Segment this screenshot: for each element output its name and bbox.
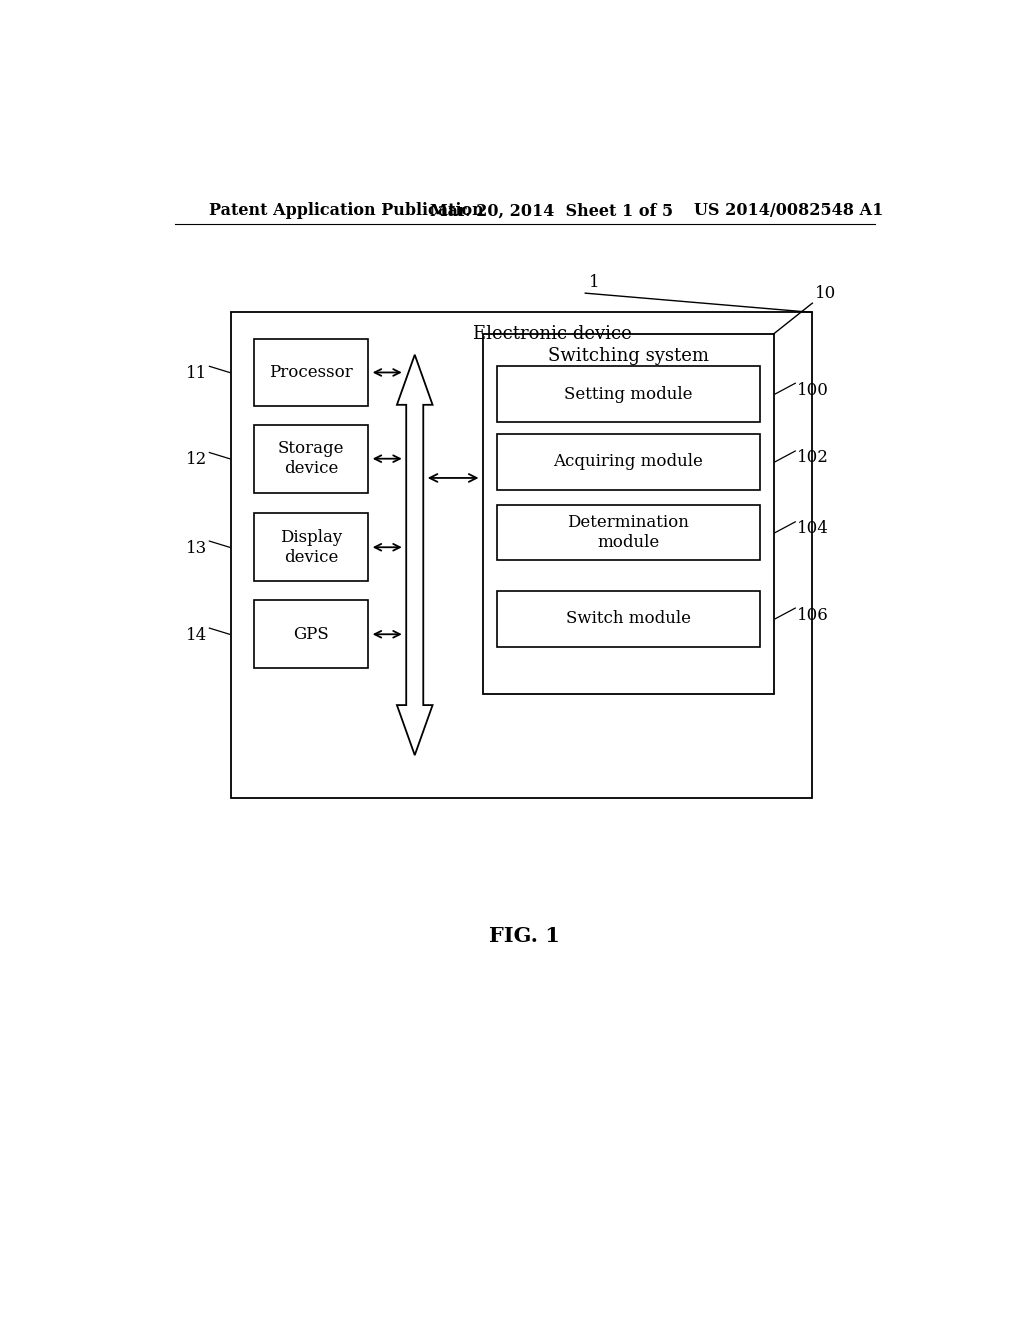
Text: Storage
device: Storage device (278, 441, 344, 477)
Bar (254, 339, 369, 407)
Text: Electronic device: Electronic device (473, 325, 632, 343)
Bar (497, 434, 760, 490)
Text: Acquiring module: Acquiring module (553, 453, 703, 470)
Bar (483, 334, 773, 694)
Text: Mar. 20, 2014  Sheet 1 of 5: Mar. 20, 2014 Sheet 1 of 5 (430, 202, 674, 219)
Text: Determination
module: Determination module (567, 515, 689, 550)
Text: Processor: Processor (269, 364, 353, 381)
Text: 100: 100 (797, 381, 828, 399)
Polygon shape (397, 355, 432, 755)
Bar (497, 591, 760, 647)
Text: Switch module: Switch module (566, 610, 691, 627)
Text: 104: 104 (797, 520, 828, 537)
Text: Display
device: Display device (280, 529, 342, 565)
Bar (497, 367, 760, 422)
Text: Switching system: Switching system (548, 347, 709, 364)
Bar (497, 506, 760, 561)
Bar (231, 313, 812, 797)
Text: 1: 1 (589, 273, 600, 290)
Text: Setting module: Setting module (564, 385, 692, 403)
Text: FIG. 1: FIG. 1 (489, 927, 560, 946)
Text: US 2014/0082548 A1: US 2014/0082548 A1 (693, 202, 883, 219)
Text: 11: 11 (185, 364, 207, 381)
Bar (254, 513, 369, 581)
Text: 102: 102 (797, 449, 828, 466)
Bar (254, 601, 369, 668)
Text: Patent Application Publication: Patent Application Publication (209, 202, 484, 219)
Text: GPS: GPS (293, 626, 329, 643)
Text: 14: 14 (185, 627, 207, 644)
Text: 10: 10 (815, 285, 836, 302)
Text: 13: 13 (185, 540, 207, 557)
Bar (254, 425, 369, 492)
Text: 106: 106 (797, 607, 828, 623)
Text: 12: 12 (185, 451, 207, 469)
